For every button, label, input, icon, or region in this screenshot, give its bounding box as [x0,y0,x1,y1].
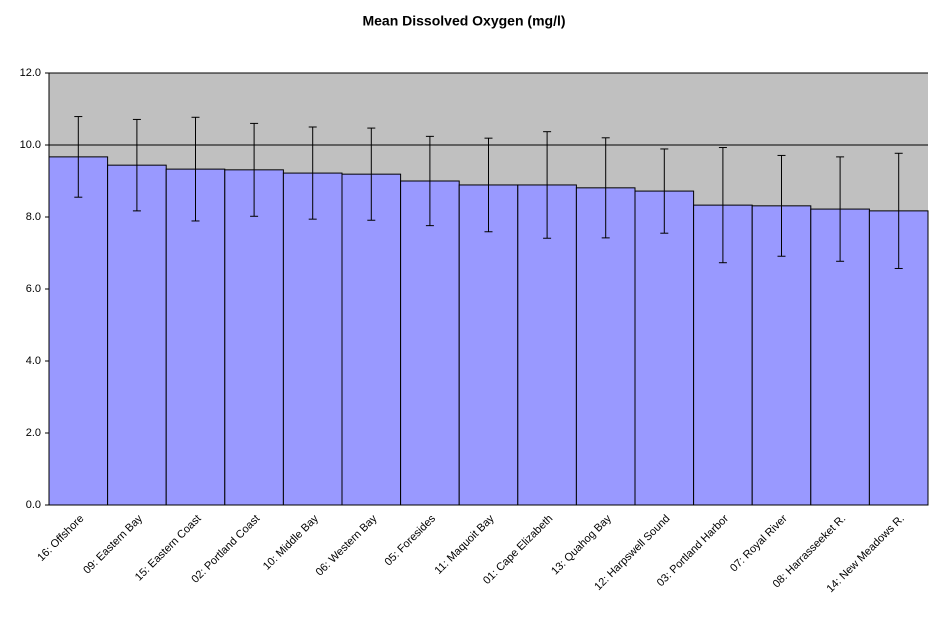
bar [282,172,343,506]
bar [165,168,226,506]
y-tick-label: 6.0 [26,283,41,295]
bar [400,180,460,506]
x-tick-label: 07: Royal River [728,512,790,574]
x-tick-label: 10: Middle Bay [261,512,321,572]
y-tick-label: 8.0 [26,211,41,223]
y-tick-label: 12.0 [20,67,41,79]
x-tick-label: 09: Eastern Bay [81,512,145,576]
bar [634,190,695,506]
x-tick-label: 13: Quahog Bay [549,512,614,577]
x-tick-label: 16: Offshore [35,513,86,564]
y-tick-label: 0.0 [26,499,41,511]
x-tick-label: 05: Foresides [382,512,438,568]
x-tick-label: 11: Maquoit Bay [433,512,497,576]
bar [224,169,284,506]
y-tick-label: 2.0 [26,427,41,439]
bar [107,164,167,506]
y-tick-label: 10.0 [20,139,41,151]
bar [458,184,519,506]
y-tick-label: 4.0 [26,355,41,367]
x-tick-label: 06: Western Bay [314,512,380,578]
chart-title: Mean Dissolved Oxygen (mg/l) [362,13,565,29]
bar [575,187,636,506]
bar [341,173,402,506]
bar [48,156,109,506]
